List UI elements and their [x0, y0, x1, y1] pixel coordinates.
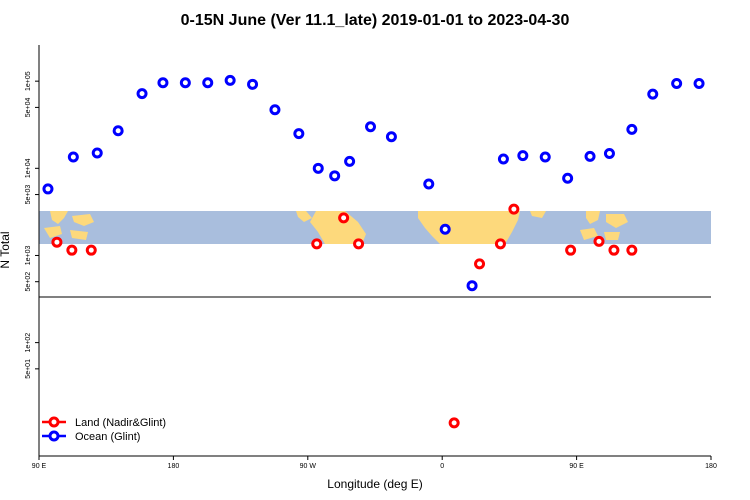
- land-data-point: [608, 244, 620, 256]
- legend-ocean-label: Ocean (Glint): [75, 431, 140, 443]
- y-tick-label: 5e+03: [25, 185, 32, 205]
- land-data-point: [494, 238, 506, 250]
- land-data-point: [626, 244, 638, 256]
- ocean-data-point: [91, 147, 103, 159]
- x-tick-label: 0: [440, 463, 444, 470]
- ocean-data-point: [584, 150, 596, 162]
- ocean-data-point: [385, 131, 397, 143]
- ocean-data-point: [136, 88, 148, 100]
- land-data-point: [85, 244, 97, 256]
- ocean-data-point: [365, 121, 377, 133]
- y-axis-ticks: 5e+01 1e+02 5e+02 1e+03 5e+03 1e+04 5e+04 1e+05: [25, 71, 39, 379]
- map-land-africa: [418, 211, 520, 244]
- ocean-data-point: [293, 128, 305, 140]
- land-data-point: [66, 244, 78, 256]
- ocean-data-point: [671, 78, 683, 90]
- y-tick-label: 1e+05: [25, 71, 32, 91]
- legend-ocean-marker: [48, 430, 60, 442]
- ocean-data-point: [157, 77, 169, 89]
- y-tick-label: 5e+01: [25, 359, 32, 379]
- x-axis-label: Longitude (deg E): [327, 477, 422, 491]
- ocean-data-point: [517, 150, 529, 162]
- ocean-data-point: [329, 170, 341, 182]
- ocean-data-point: [647, 88, 659, 100]
- ocean-data-point: [42, 183, 54, 195]
- ocean-data-point: [269, 104, 281, 116]
- y-tick-label: 1e+02: [25, 333, 32, 353]
- map-land-arabia: [530, 211, 546, 218]
- ocean-data-point: [202, 77, 214, 89]
- land-data-point: [311, 238, 323, 250]
- y-axis-label: N Total: [0, 231, 12, 268]
- x-axis-ticks: 90 E 180 90 W 0 90 E 180: [32, 456, 717, 470]
- x-tick-label: 180: [168, 463, 180, 470]
- x-tick-label: 90 W: [300, 463, 317, 470]
- land-data-point: [508, 203, 520, 215]
- ocean-data-point: [466, 280, 478, 292]
- land-data-point: [565, 244, 577, 256]
- land-data-point: [448, 417, 460, 429]
- ocean-data-point: [247, 78, 259, 90]
- ocean-data-point: [67, 151, 79, 163]
- ocean-data-point: [344, 155, 356, 167]
- land-data-point: [51, 236, 63, 248]
- ocean-data-point: [497, 153, 509, 165]
- legend-land-marker: [48, 416, 60, 428]
- y-tick-label: 5e+02: [25, 272, 32, 292]
- ocean-data-point: [112, 125, 124, 137]
- land-data-point: [474, 258, 486, 270]
- map-land-central-america: [296, 211, 312, 222]
- x-tick-label: 180: [705, 463, 717, 470]
- data-points: [42, 74, 705, 429]
- ocean-data-point: [439, 223, 451, 235]
- ocean-data-point: [539, 151, 551, 163]
- map-land-se-asia-left: [44, 211, 94, 240]
- ocean-data-point: [312, 162, 324, 174]
- ocean-data-point: [603, 147, 615, 159]
- ocean-data-point: [179, 77, 191, 89]
- ocean-data-point: [693, 78, 705, 90]
- chart-title: 0-15N June (Ver 11.1_late) 2019-01-01 to…: [181, 12, 570, 29]
- world-map-band: [39, 211, 711, 244]
- x-tick-label: 90 E: [569, 463, 584, 470]
- x-tick-label: 90 E: [32, 463, 47, 470]
- y-tick-label: 1e+03: [25, 246, 32, 266]
- ocean-data-point: [626, 123, 638, 135]
- ocean-data-point: [562, 172, 574, 184]
- legend: Land (Nadir&Glint) Ocean (Glint): [42, 416, 166, 443]
- ocean-data-point: [224, 74, 236, 86]
- map-land-se-asia-right: [580, 211, 628, 240]
- legend-land-label: Land (Nadir&Glint): [75, 417, 166, 429]
- land-data-point: [593, 235, 605, 247]
- y-tick-label: 5e+04: [25, 97, 32, 117]
- y-tick-label: 1e+04: [25, 158, 32, 178]
- ocean-data-point: [423, 178, 435, 190]
- map-land-south-america: [310, 211, 366, 244]
- land-data-point: [338, 212, 350, 224]
- land-data-point: [353, 238, 365, 250]
